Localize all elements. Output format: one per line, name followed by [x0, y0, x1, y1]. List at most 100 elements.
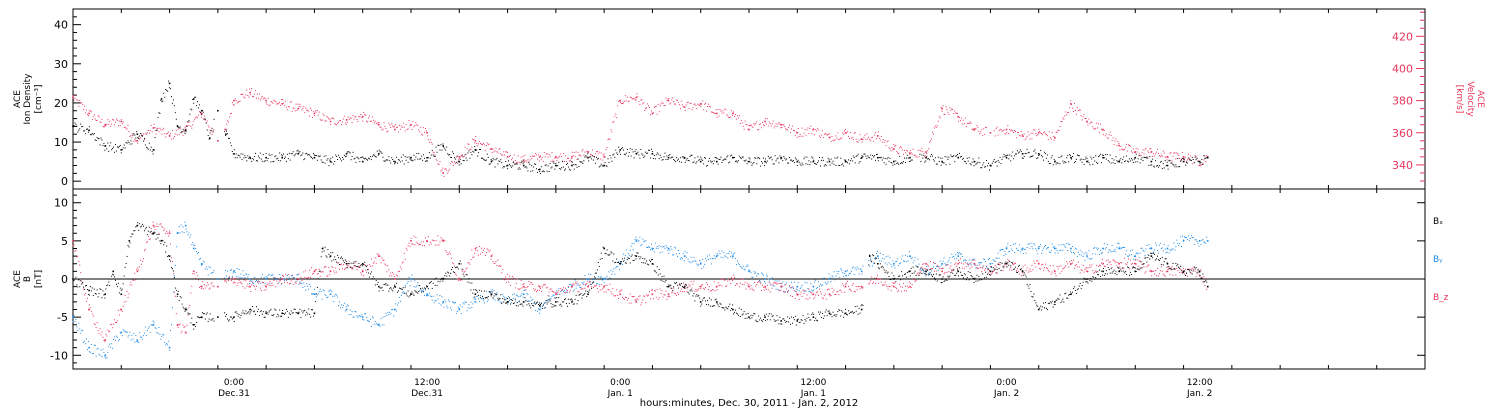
- velocity-trace-point: [597, 153, 599, 155]
- density-point: [828, 160, 831, 163]
- by-trace-point: [711, 257, 713, 259]
- velocity-trace-point: [824, 132, 826, 134]
- by-trace-point: [1044, 244, 1046, 246]
- by-trace-point: [842, 272, 844, 274]
- density-trace-point: [90, 134, 92, 136]
- density-trace-point: [337, 158, 339, 160]
- velocity-trace-point: [128, 130, 130, 132]
- bz-trace-point: [787, 291, 789, 293]
- density-trace-point: [601, 165, 603, 167]
- by-trace-point: [1044, 246, 1046, 248]
- density-trace-point: [953, 155, 955, 157]
- velocity-trace-point: [943, 113, 945, 115]
- velocity-trace-point: [1004, 133, 1006, 135]
- by-trace-point: [246, 273, 248, 275]
- bz-trace-point: [743, 284, 745, 286]
- by-trace-point: [627, 252, 629, 254]
- by-trace-point: [1093, 248, 1095, 250]
- bz-trace-point: [102, 336, 104, 338]
- density-trace-point: [254, 156, 256, 158]
- by-trace-point: [593, 279, 595, 281]
- by-trace-point: [1164, 248, 1166, 250]
- by-trace-point: [671, 248, 673, 250]
- by-trace-point: [177, 232, 179, 234]
- velocity-trace-point: [774, 125, 776, 127]
- density-trace-point: [922, 157, 924, 159]
- bz-trace-point: [110, 324, 112, 326]
- bz-trace-point: [188, 307, 190, 309]
- by-trace-point: [796, 289, 798, 291]
- by-trace-point: [870, 257, 872, 259]
- by-trace-point: [381, 324, 383, 326]
- bz-trace-point: [669, 296, 671, 298]
- density-trace-point: [1179, 166, 1181, 168]
- by-trace-point: [658, 245, 660, 247]
- bz-trace-point: [607, 288, 609, 290]
- bz-trace-point: [741, 283, 743, 285]
- bz-point: [313, 270, 316, 273]
- velocity-trace-point: [526, 161, 528, 163]
- bz-trace-point: [1102, 262, 1104, 264]
- density-trace-point: [999, 156, 1001, 158]
- bz-trace-point: [416, 241, 418, 243]
- velocity-trace-point: [464, 146, 466, 148]
- bz-trace-point: [1072, 262, 1074, 264]
- density-trace-point: [802, 164, 804, 166]
- bz-trace-point: [969, 267, 971, 269]
- by-trace-point: [307, 285, 309, 287]
- by-trace-point: [762, 273, 764, 275]
- bz-trace-point: [1022, 266, 1024, 268]
- by-point: [716, 255, 718, 257]
- density-trace-point: [1074, 161, 1076, 163]
- density-trace-point: [992, 160, 994, 162]
- density-trace-point: [578, 165, 580, 167]
- density-trace-point: [689, 155, 691, 157]
- density-trace-point: [1167, 168, 1169, 170]
- by-trace-point: [396, 304, 398, 306]
- bz-trace-point: [814, 296, 816, 298]
- velocity-trace-point: [890, 150, 892, 152]
- by-trace-point: [237, 276, 239, 278]
- bz-trace-point: [462, 269, 464, 271]
- bz-trace-point: [145, 242, 147, 244]
- density-trace-point: [765, 162, 767, 164]
- density-trace-point: [541, 171, 543, 173]
- bz-trace-point: [861, 287, 863, 289]
- velocity-trace-point: [811, 133, 813, 135]
- density-trace-point: [142, 135, 144, 137]
- density-trace-point: [161, 101, 163, 103]
- density-point: [571, 164, 573, 167]
- density-trace-point: [309, 154, 311, 156]
- by-trace-point: [373, 323, 375, 325]
- density-trace-point: [319, 155, 321, 157]
- by-trace-point: [1171, 248, 1173, 250]
- by-trace-point: [356, 315, 358, 317]
- by-trace-point: [92, 353, 94, 355]
- density-trace-point: [265, 153, 267, 155]
- velocity-point: [876, 135, 879, 137]
- by-trace-point: [185, 228, 187, 230]
- velocity-trace-point: [602, 154, 604, 156]
- bz-trace-point: [695, 288, 697, 290]
- density-trace-point: [576, 166, 578, 168]
- density-trace-point: [344, 156, 346, 158]
- density-trace-point: [1142, 160, 1144, 162]
- density-trace-point: [286, 153, 288, 155]
- bz-trace-point: [284, 273, 286, 275]
- bz-trace-point: [334, 272, 336, 274]
- bz-trace-point: [685, 284, 687, 286]
- velocity-trace-point: [93, 114, 95, 116]
- by-trace-point: [411, 274, 413, 276]
- velocity-trace-point: [1096, 122, 1098, 124]
- by-trace-point: [1052, 246, 1054, 248]
- density-trace-point: [1161, 168, 1163, 170]
- by-trace-point: [372, 317, 374, 319]
- by-trace-point: [119, 332, 121, 334]
- by-trace-point: [1047, 247, 1049, 249]
- bz-trace-point: [941, 267, 943, 269]
- by-trace-point: [1111, 245, 1113, 247]
- bz-trace-point: [927, 264, 929, 266]
- by-trace-point: [942, 260, 944, 262]
- velocity-trace-point: [825, 133, 827, 135]
- density-trace-point: [980, 167, 982, 169]
